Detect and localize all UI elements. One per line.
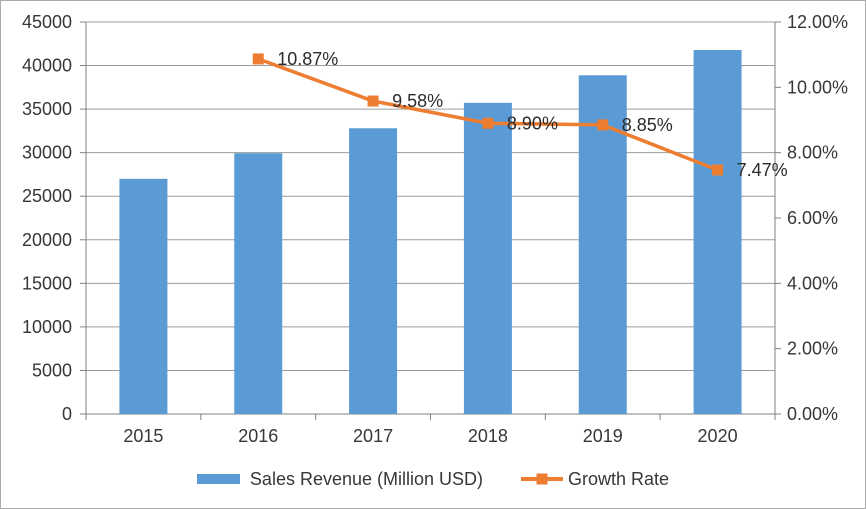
left-axis-tick-label: 35000 [22,99,72,119]
growth-rate-marker-2017[interactable] [367,95,379,107]
x-axis-category-label: 2020 [698,426,738,446]
left-axis-tick-label: 25000 [22,186,72,206]
x-axis-category-label: 2019 [583,426,623,446]
left-axis-tick-label: 15000 [22,273,72,293]
growth-rate-marker-2018[interactable] [482,117,494,129]
bar-2020[interactable] [693,49,742,414]
left-axis-tick-label: 5000 [32,360,72,380]
x-axis-category-label: 2017 [353,426,393,446]
line-marker-icon [536,473,548,485]
legend-item-growth-rate[interactable]: Growth Rate [521,469,669,490]
growth-rate-data-label-2016: 10.87% [277,49,338,69]
x-axis-category-label: 2018 [468,426,508,446]
growth-rate-data-label-2020: 7.47% [737,160,788,180]
bar-series-swatch-icon [196,474,240,484]
left-axis-tick-label: 0 [62,404,72,424]
left-axis-tick-label: 40000 [22,56,72,76]
growth-rate-marker-2019[interactable] [597,119,609,131]
left-axis-tick-label: 20000 [22,230,72,250]
growth-rate-data-label-2017: 9.58% [392,91,443,111]
left-axis-tick-label: 45000 [22,12,72,32]
left-axis-tick-label: 30000 [22,143,72,163]
legend-item-sales-revenue[interactable]: Sales Revenue (Million USD) [196,468,484,490]
growth-rate-marker-2016[interactable] [252,53,264,65]
x-axis-category-label: 2016 [238,426,278,446]
right-axis-tick-label: 0.00% [787,404,838,424]
legend-label-growth-rate: Growth Rate [568,468,670,489]
growth-rate-data-label-2018: 8.90% [507,113,558,133]
bar-2015[interactable] [119,178,168,414]
growth-rate-data-label-2019: 8.85% [622,115,673,135]
right-axis-tick-label: 4.00% [787,273,838,293]
bar-2016[interactable] [234,153,283,414]
right-axis-tick-label: 12.00% [787,12,848,32]
legend-label-sales-revenue: Sales Revenue (Million USD) [249,468,484,489]
right-axis-tick-label: 2.00% [787,339,838,359]
x-axis-category-label: 2015 [123,426,163,446]
right-axis-tick-label: 8.00% [787,143,838,163]
line-series-swatch-icon [521,473,564,485]
bar-2018[interactable] [463,102,512,414]
right-axis-tick-label: 10.00% [787,77,848,97]
growth-rate-marker-2020[interactable] [712,164,724,176]
right-axis-tick-label: 6.00% [787,208,838,228]
bar-2017[interactable] [349,128,398,414]
chart-legend: Sales Revenue (Million USD) Growth Rate [1,465,865,493]
left-axis-tick-label: 10000 [22,317,72,337]
